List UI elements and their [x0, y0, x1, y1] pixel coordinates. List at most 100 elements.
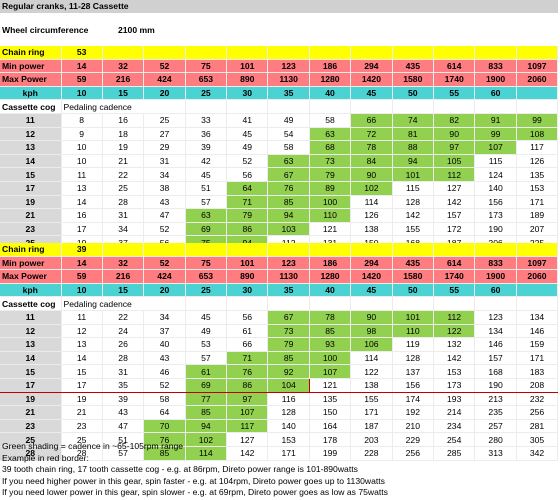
cadence-cell: 94 — [392, 154, 435, 169]
cadence-cell: 116 — [267, 392, 310, 407]
note-line: If you need lower power in this gear, sp… — [2, 487, 388, 498]
cadence-cell: 135 — [309, 392, 352, 407]
pedaling-cadence-label: Pedaling cadence — [61, 296, 186, 311]
kph-cell: 50 — [392, 86, 435, 101]
kph-row: kph 10 15 20 25 30 35 40 45 50 55 60 — [0, 283, 559, 298]
cog-cell: 17 — [0, 377, 62, 393]
cadence-cell: 85 — [143, 446, 186, 461]
pedaling-cadence-label: Pedaling cadence — [61, 99, 186, 114]
cadence-cell: 76 — [267, 181, 310, 196]
cadence-cell: 97 — [226, 392, 269, 407]
chain-ring-empty — [267, 46, 310, 60]
cadence-cell: 41 — [226, 113, 269, 128]
cadence-cell: 37 — [143, 324, 186, 339]
cadence-cell: 172 — [433, 222, 476, 237]
cadence-cell: 108 — [516, 127, 559, 142]
cadence-cell: 14 — [61, 195, 103, 210]
header-empty — [516, 99, 559, 114]
chain-ring-empty — [392, 243, 435, 257]
cadence-cell: 114 — [185, 446, 228, 461]
cadence-cell: 99 — [516, 113, 559, 128]
cadence-cell: 14 — [61, 351, 103, 366]
cadence-cell: 114 — [350, 351, 393, 366]
cadence-cell: 281 — [516, 419, 559, 434]
cadence-cell: 61 — [226, 324, 269, 339]
cadence-cell: 61 — [185, 364, 228, 379]
cadence-cell: 64 — [226, 181, 269, 196]
cadence-cell: 93 — [309, 337, 352, 352]
cadence-cell: 47 — [143, 208, 186, 223]
kph-empty — [516, 86, 559, 101]
cog-cell: 15 — [0, 167, 62, 182]
max-power-cell: 1280 — [309, 269, 352, 284]
cadence-cell: 85 — [267, 351, 310, 366]
header-empty — [433, 99, 476, 114]
cadence-cell: 90 — [350, 310, 393, 325]
cog-cell: 21 — [0, 405, 62, 420]
cadence-cell: 66 — [350, 113, 393, 128]
cadence-cell: 34 — [143, 310, 186, 325]
max-power-cell: 1900 — [474, 72, 517, 87]
chain-ring-empty — [350, 46, 393, 60]
gear-row: 19 14 28 43 57 71 85 100 114 128 142 156 171 — [0, 195, 559, 210]
cadence-cell: 103 — [267, 222, 310, 237]
chain-ring-label: Chain ring — [0, 46, 62, 60]
chain-ring-empty — [516, 46, 559, 60]
max-power-row: Max Power 59 216 424 653 890 1130 1280 1420 1580 1… — [0, 269, 559, 284]
cadence-cell: 72 — [350, 127, 393, 142]
cog-cell: 19 — [0, 392, 62, 407]
cadence-cell: 52 — [143, 222, 186, 237]
min-power-row: Min power 14 32 52 75 101 123 186 294 435 614 833 10… — [0, 256, 559, 271]
max-power-cell: 424 — [143, 72, 186, 87]
cog-cell: 11 — [0, 113, 62, 128]
cadence-cell: 82 — [433, 113, 476, 128]
max-power-cell: 2060 — [516, 72, 559, 87]
chain-ring-empty — [143, 46, 186, 60]
chain-ring-empty — [226, 243, 269, 257]
kph-cell: 25 — [185, 283, 228, 298]
cadence-cell: 79 — [226, 208, 269, 223]
chain-ring-empty — [516, 243, 559, 257]
cadence-cell: 156 — [392, 377, 435, 393]
cadence-cell: 45 — [185, 310, 228, 325]
max-power-cell: 1580 — [392, 72, 435, 87]
min-power-cell: 1097 — [516, 59, 559, 74]
notes: Green shading = cadence in ~65-105rpm ra… — [2, 441, 558, 499]
cadence-cell: 29 — [143, 140, 186, 155]
cadence-cell: 256 — [516, 405, 559, 420]
min-power-cell: 123 — [267, 256, 310, 271]
cadence-cell: 138 — [350, 222, 393, 237]
cadence-cell: 280 — [474, 432, 517, 447]
chain-ring-empty — [433, 243, 476, 257]
cog-cell: 17 — [0, 181, 62, 196]
cadence-cell: 67 — [267, 167, 310, 182]
cadence-cell: 126 — [350, 208, 393, 223]
cadence-cell: 78 — [350, 140, 393, 155]
cadence-cell: 305 — [516, 432, 559, 447]
wheel-circumference-value: 2100 mm — [118, 25, 155, 35]
cadence-cell: 140 — [474, 181, 517, 196]
cadence-cell: 19 — [102, 140, 145, 155]
kph-label: kph — [0, 283, 62, 298]
cadence-cell: 128 — [392, 351, 435, 366]
kph-empty — [516, 283, 559, 298]
cadence-cell: 28 — [102, 195, 145, 210]
cog-cell: 14 — [0, 154, 62, 169]
cadence-cell: 107 — [226, 405, 269, 420]
cadence-cell: 207 — [516, 222, 559, 237]
min-power-row: Min power 14 32 52 75 101 123 186 294 435 614 833 10… — [0, 59, 559, 74]
cadence-cell: 76 — [226, 364, 269, 379]
max-power-cell: 2060 — [516, 269, 559, 284]
chain-ring-empty — [433, 46, 476, 60]
cog-cell: 25 — [0, 432, 62, 447]
cadence-cell: 229 — [392, 432, 435, 447]
cadence-cell: 157 — [474, 351, 517, 366]
header-empty — [474, 296, 517, 311]
cadence-cell: 52 — [226, 154, 269, 169]
cadence-cell: 190 — [474, 222, 517, 237]
kph-cell: 50 — [392, 283, 435, 298]
max-power-cell: 1740 — [433, 72, 476, 87]
min-power-cell: 614 — [433, 59, 476, 74]
cadence-cell: 25 — [102, 181, 145, 196]
min-power-label: Min power — [0, 256, 62, 271]
